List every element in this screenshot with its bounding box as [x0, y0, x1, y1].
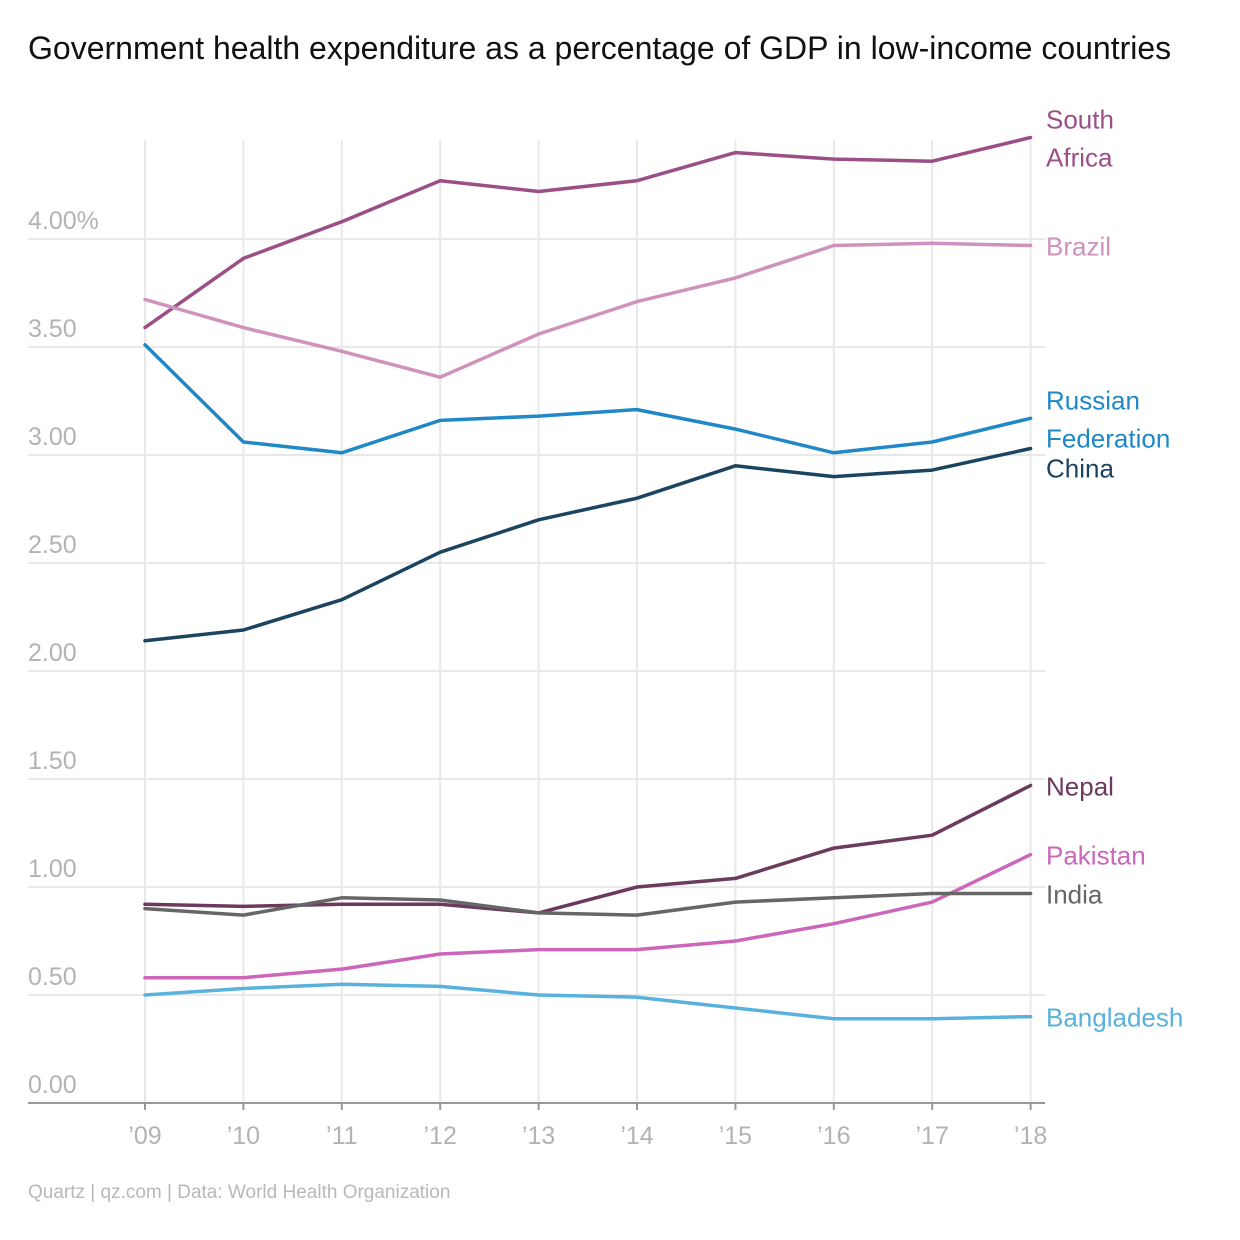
- chart-title: Government health expenditure as a perce…: [28, 30, 1172, 66]
- x-tick-label: ’12: [424, 1122, 457, 1150]
- y-tick-label: 1.50: [28, 747, 77, 775]
- series-label-south-africa: South: [1046, 104, 1114, 134]
- y-tick-label: 1.00: [28, 855, 77, 883]
- y-tick-label: 2.00: [28, 639, 77, 667]
- source-note: Quartz | qz.com | Data: World Health Org…: [28, 1182, 451, 1203]
- y-tick-label: 2.50: [28, 531, 77, 559]
- x-tick-label: ’16: [817, 1122, 850, 1150]
- series-line-russian-federation: [143, 343, 1033, 455]
- series-label-brazil: Brazil: [1046, 231, 1111, 261]
- x-tick-label: ’18: [1014, 1122, 1047, 1150]
- series-label-russian-federation: Russian: [1046, 385, 1140, 415]
- x-tick-label: ’15: [719, 1122, 752, 1150]
- series-line-bangladesh: [143, 982, 1033, 1021]
- series-line-south-africa: [143, 135, 1033, 330]
- x-tick-label: ’17: [916, 1122, 949, 1150]
- series-label-china: China: [1046, 453, 1114, 483]
- series-line-india: [143, 891, 1033, 917]
- y-tick-label: 3.00: [28, 423, 77, 451]
- x-tick-label: ’11: [326, 1122, 358, 1150]
- series-label-bangladesh: Bangladesh: [1046, 1003, 1183, 1033]
- series-label-india: India: [1046, 879, 1103, 909]
- grid: [28, 140, 1045, 1103]
- y-tick-label: 3.50: [28, 315, 77, 343]
- y-tick-label: 0.00: [28, 1071, 77, 1099]
- series-label-south-africa: Africa: [1046, 142, 1113, 172]
- series-line-brazil: [143, 241, 1033, 379]
- x-tick-label: ’14: [620, 1122, 653, 1150]
- series-label-pakistan: Pakistan: [1046, 841, 1146, 871]
- x-tick-label: ’13: [522, 1122, 555, 1150]
- axes: 0.00 0.50 1.00 1.50 2.00 2.50 3.00 3.50 4.00% ’09…: [28, 207, 1047, 1150]
- series-lines: [143, 135, 1033, 1021]
- series-label-russian-federation: Federation: [1046, 423, 1170, 453]
- series-line-pakistan: [143, 852, 1033, 980]
- y-tick-label: 0.50: [28, 963, 77, 991]
- series-line-china: [143, 446, 1033, 643]
- series-label-nepal: Nepal: [1046, 771, 1114, 801]
- y-tick-label: 4.00%: [28, 207, 99, 235]
- x-tick-label: ’09: [128, 1122, 161, 1150]
- x-tick-label: ’10: [227, 1122, 260, 1150]
